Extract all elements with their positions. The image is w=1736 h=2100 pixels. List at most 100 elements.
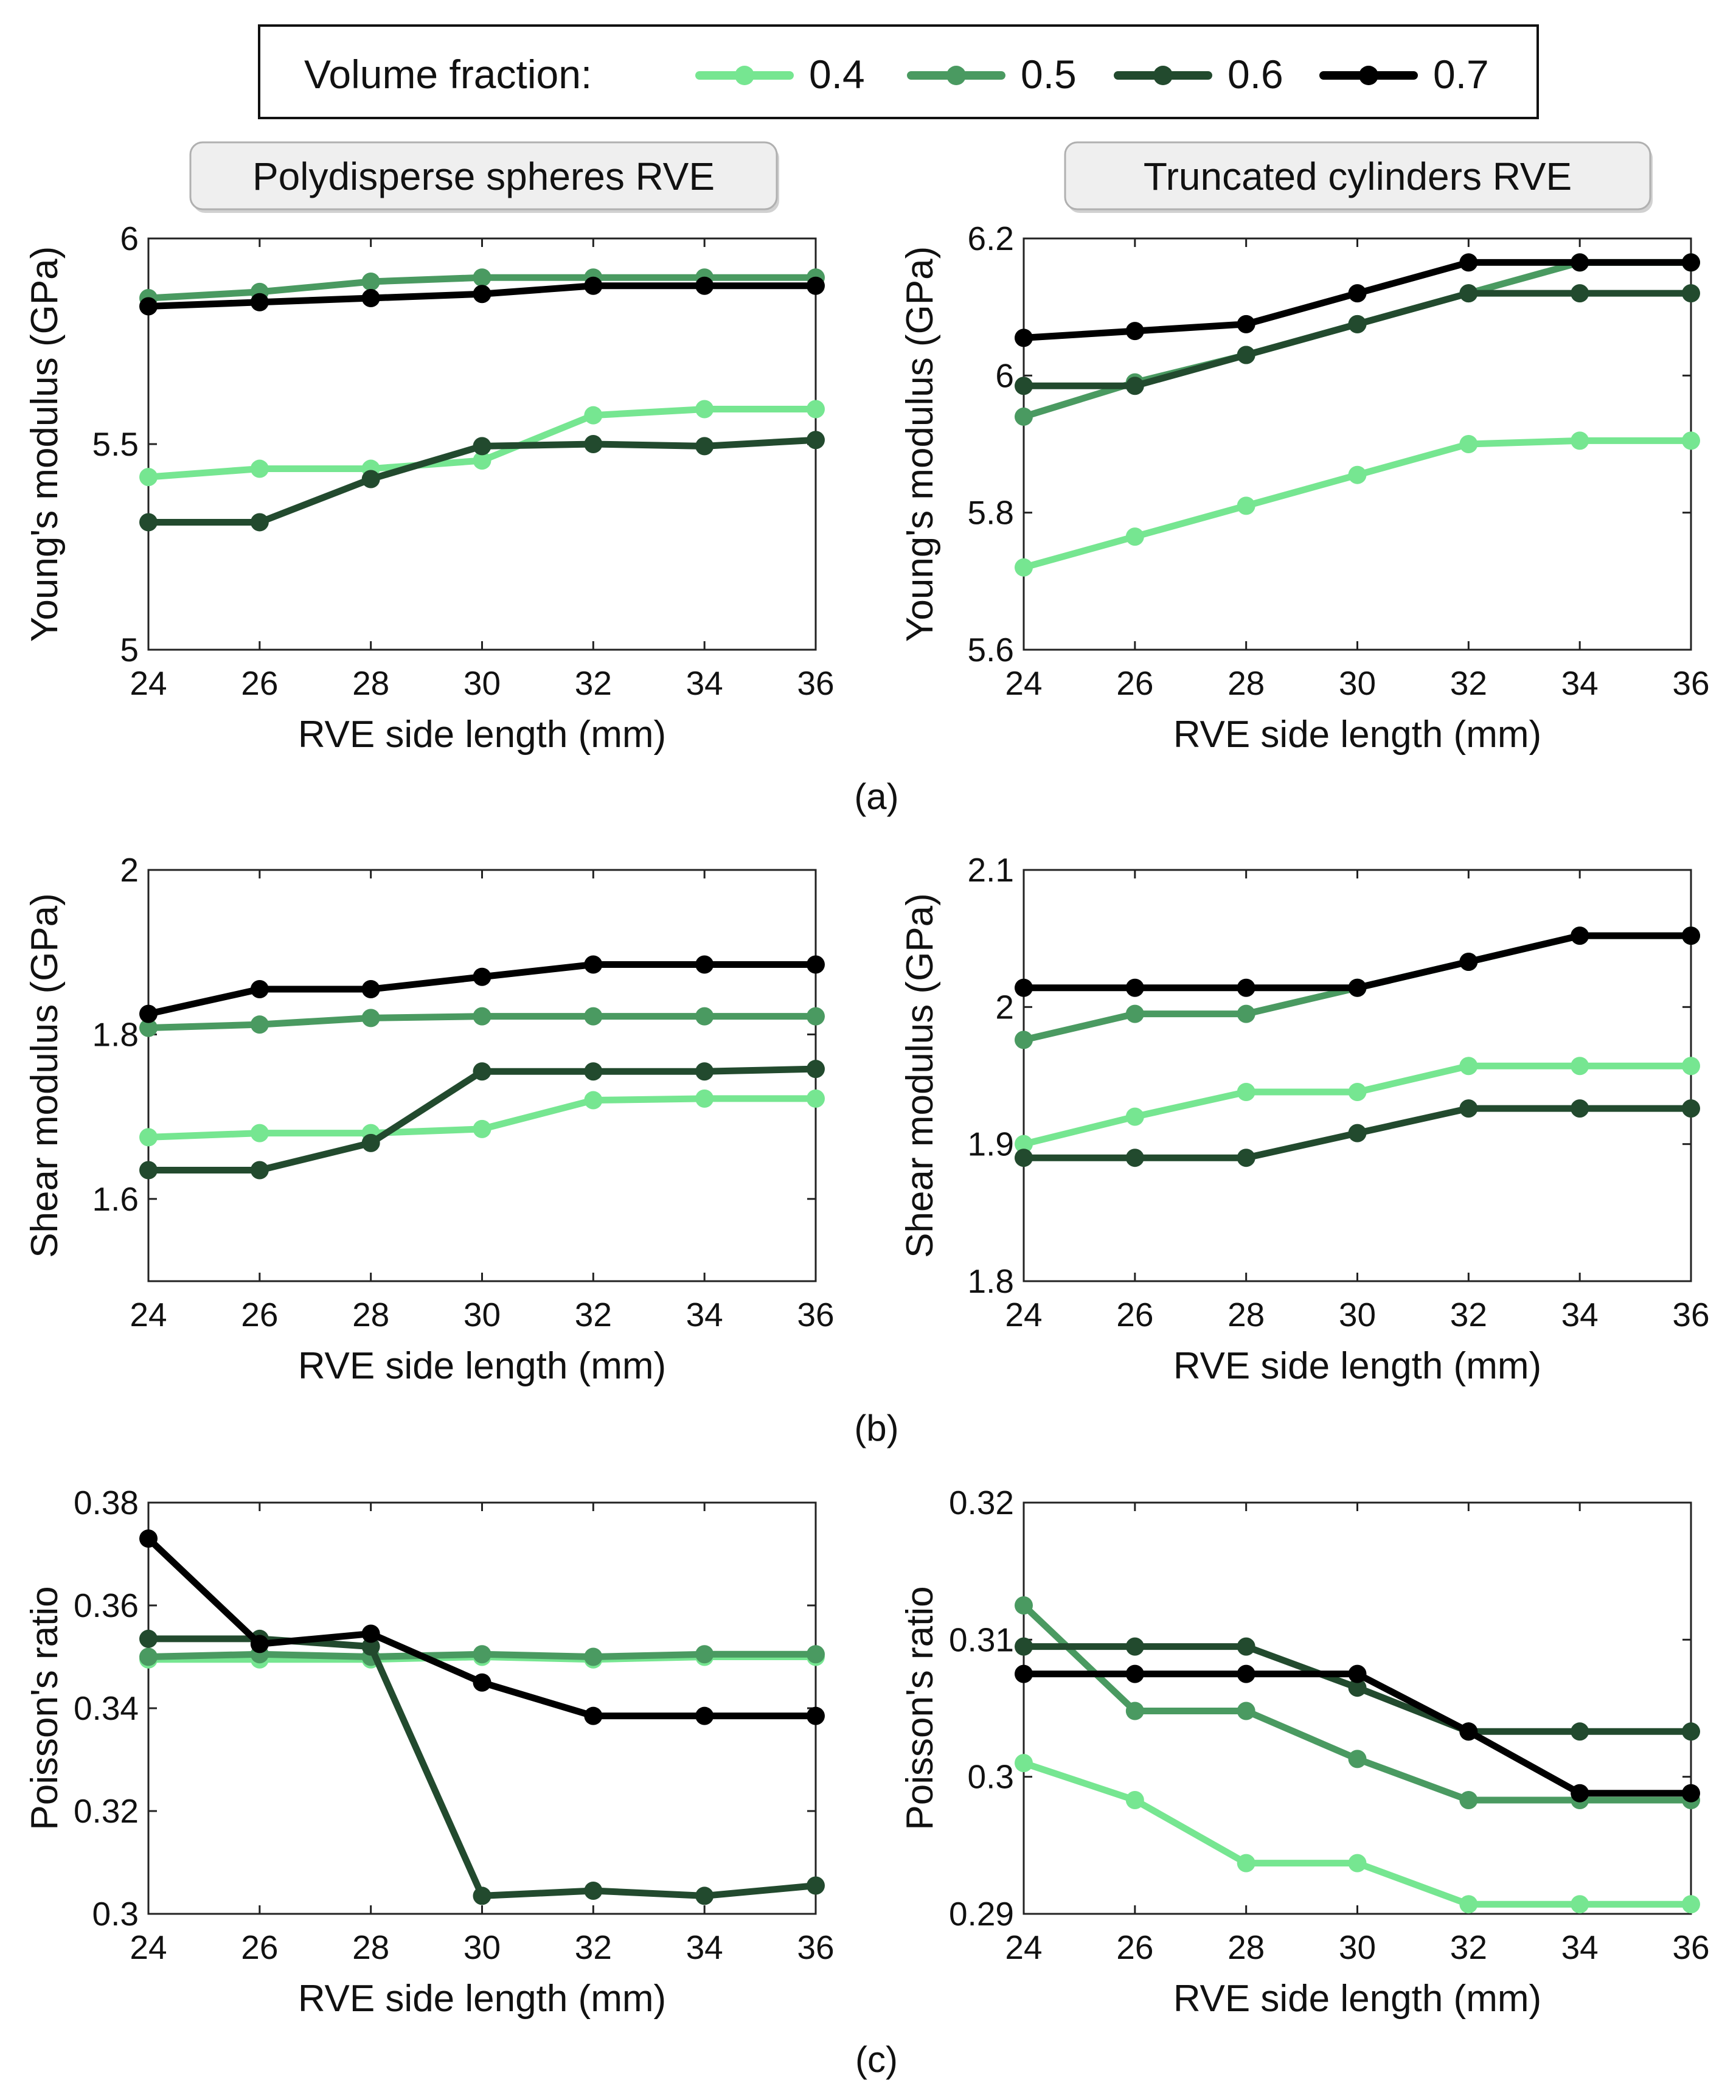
data-point [1571, 284, 1589, 303]
column-title: Truncated cylinders RVE [1144, 155, 1572, 198]
data-point [1682, 927, 1700, 945]
x-tick-label: 32 [1450, 1296, 1487, 1333]
data-point [1348, 1750, 1367, 1768]
data-point [1125, 377, 1144, 395]
data-point [1348, 1664, 1367, 1683]
data-point [807, 1007, 825, 1026]
data-point [1348, 315, 1367, 333]
data-point [473, 451, 491, 470]
data-point [1682, 253, 1700, 272]
x-tick-label: 36 [797, 1296, 834, 1333]
data-point [139, 1161, 158, 1180]
y-tick-label: 2 [995, 988, 1014, 1026]
data-point [1682, 284, 1700, 303]
x-tick-label: 34 [686, 1928, 723, 1966]
series-0.7 [1015, 1664, 1700, 1803]
y-tick-label: 6 [995, 356, 1014, 394]
data-point [807, 400, 825, 419]
x-tick-label: 30 [1339, 1296, 1376, 1333]
panel-label: (c) [855, 2039, 898, 2080]
series-0.6 [1015, 1099, 1700, 1167]
x-tick-label: 32 [575, 1296, 612, 1333]
x-tick-label: 24 [130, 664, 167, 702]
data-point [1571, 927, 1589, 945]
column-titles: Polydisperse spheres RVE Truncated cylind… [189, 141, 1653, 213]
data-point [807, 276, 825, 295]
x-tick-label: 30 [464, 1296, 501, 1333]
data-point [807, 1060, 825, 1079]
x-axis-label: RVE side length (mm) [1173, 714, 1541, 756]
data-point [250, 513, 269, 532]
x-tick-label: 26 [241, 664, 278, 702]
data-point [695, 1886, 714, 1905]
data-point [1125, 322, 1144, 341]
data-point [139, 1529, 158, 1548]
series-0.6 [139, 431, 825, 532]
data-point [1237, 978, 1255, 997]
y-tick-label: 6.2 [968, 220, 1014, 257]
data-point [584, 1706, 603, 1725]
legend-swatch-marker [1359, 66, 1378, 85]
y-tick-label: 0.36 [74, 1587, 139, 1624]
data-point [584, 1647, 603, 1666]
x-axis-label: RVE side length (mm) [298, 1345, 666, 1387]
data-point [1125, 978, 1144, 997]
data-point [1571, 431, 1589, 450]
data-point [695, 400, 714, 419]
data-point [584, 1091, 603, 1110]
data-point [1459, 1790, 1478, 1809]
data-point [807, 1706, 825, 1725]
chart-c-cylinders: 24 26 28 30 32 34 36 0.29 0.3 0.31 0.32 RVE side le… [899, 1484, 1710, 2020]
plot-frame [1023, 1501, 1692, 1915]
x-tick-label: 36 [797, 664, 834, 702]
x-tick-label: 28 [352, 1928, 389, 1966]
data-point [695, 276, 714, 295]
data-point [139, 1647, 158, 1666]
legend-swatch-marker [1153, 66, 1173, 85]
data-point [695, 955, 714, 974]
chart-b-cylinders: 24 26 28 30 32 34 36 1.8 1.9 2 2.1 RVE side length … [899, 851, 1710, 1387]
data-point [473, 1062, 491, 1081]
y-tick-label: 0.3 [92, 1895, 139, 1933]
x-tick-label: 24 [1005, 664, 1042, 702]
data-point [1571, 1895, 1589, 1914]
data-point [1459, 253, 1478, 272]
data-point [807, 1876, 825, 1895]
y-tick-label: 0.34 [74, 1689, 139, 1727]
data-point [250, 980, 269, 999]
panel-labels: (a) (b) (c) [854, 776, 898, 2080]
y-axis-label: Poisson's ratio [899, 1586, 941, 1830]
x-tick-label: 34 [1561, 1928, 1599, 1966]
data-point [361, 980, 380, 999]
data-point [1125, 1702, 1144, 1720]
x-tick-label: 32 [575, 1928, 612, 1966]
data-point [1571, 1784, 1589, 1803]
y-axis-label: Shear modulus (GPa) [24, 893, 66, 1258]
x-tick-label: 30 [464, 1928, 501, 1966]
panel-label: (a) [854, 776, 898, 817]
data-point [1348, 978, 1367, 997]
y-tick-label: 2 [120, 851, 139, 889]
x-tick-label: 26 [1116, 664, 1153, 702]
data-point [1571, 1057, 1589, 1076]
y-tick-label: 0.29 [949, 1895, 1014, 1933]
data-point [361, 272, 380, 291]
data-point [584, 435, 603, 453]
legend-label: 0.7 [1433, 52, 1489, 97]
x-tick-label: 36 [1672, 664, 1709, 702]
x-tick-label: 26 [1116, 1296, 1153, 1333]
data-point [1571, 253, 1589, 272]
x-tick-label: 32 [575, 664, 612, 702]
legend-title: Volume fraction: [304, 52, 592, 97]
y-axis-label: Young's modulus (GPa) [899, 246, 941, 642]
data-point [1015, 1596, 1033, 1615]
data-point [1348, 284, 1367, 303]
column-title: Polydisperse spheres RVE [252, 155, 715, 198]
legend-swatch-marker [735, 66, 754, 85]
data-point [1015, 377, 1033, 395]
plot-frame [1023, 869, 1692, 1282]
data-point [1682, 1722, 1700, 1741]
data-point [1459, 284, 1478, 303]
data-point [139, 1629, 158, 1648]
series-0.5 [139, 1645, 825, 1666]
